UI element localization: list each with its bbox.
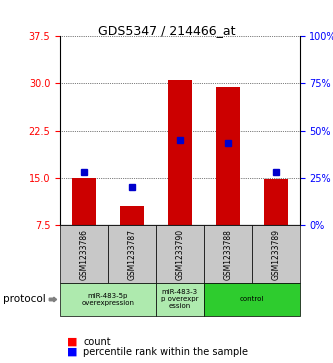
Text: GSM1233787: GSM1233787	[127, 229, 137, 280]
Text: GSM1233790: GSM1233790	[175, 229, 184, 280]
Text: ■: ■	[67, 347, 77, 357]
Text: protocol: protocol	[3, 294, 46, 305]
Bar	[120, 206, 144, 225]
Bar	[168, 80, 192, 225]
Text: ■: ■	[67, 337, 77, 347]
Text: percentile rank within the sample: percentile rank within the sample	[83, 347, 248, 357]
Text: miR-483-5p
overexpression: miR-483-5p overexpression	[81, 293, 135, 306]
Text: GSM1233786: GSM1233786	[79, 229, 89, 280]
Text: GSM1233789: GSM1233789	[271, 229, 280, 280]
Bar	[216, 87, 240, 225]
Bar	[72, 178, 96, 225]
Text: GSM1233788: GSM1233788	[223, 229, 232, 280]
Text: GDS5347 / 214466_at: GDS5347 / 214466_at	[98, 24, 235, 37]
Text: control: control	[239, 297, 264, 302]
Text: miR-483-3
p overexpr
ession: miR-483-3 p overexpr ession	[161, 289, 198, 310]
Bar	[264, 179, 288, 225]
Text: count: count	[83, 337, 111, 347]
